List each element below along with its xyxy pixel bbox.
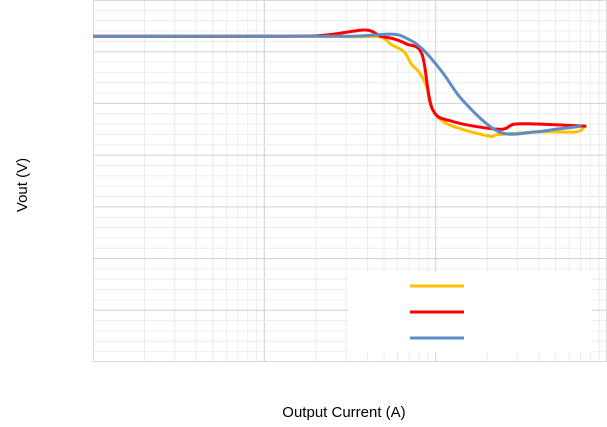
legend-box <box>348 272 592 352</box>
x-axis-title: Output Current (A) <box>282 404 405 421</box>
legend <box>348 272 592 352</box>
y-axis-title: Vout (V) <box>14 158 31 212</box>
series-layer <box>92 28 587 139</box>
series-line-3 <box>93 32 582 136</box>
